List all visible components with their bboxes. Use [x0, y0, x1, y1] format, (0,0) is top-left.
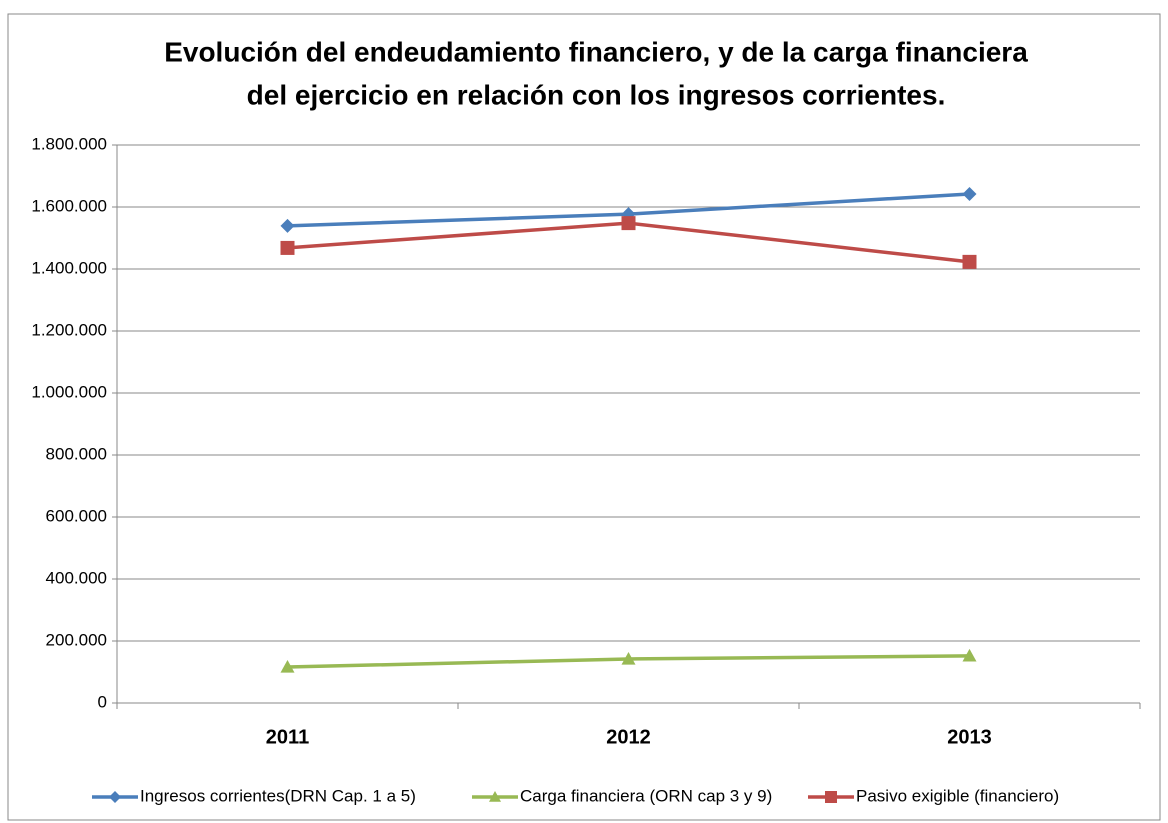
point-marker	[280, 218, 295, 233]
point-marker	[621, 651, 636, 665]
y-tick-label: 800.000	[46, 444, 107, 463]
chart-title: del ejercicio en relación con los ingres…	[247, 79, 946, 110]
y-tick-label: 200.000	[46, 630, 107, 649]
point-marker	[962, 186, 977, 201]
chart-border	[7, 13, 1161, 821]
point-marker	[621, 216, 636, 231]
x-tick-label: 2012	[606, 726, 651, 748]
y-tick-label: 1.600.000	[31, 196, 107, 215]
chart-title: Evolución del endeudamiento financiero, …	[164, 36, 1028, 67]
legend-label: Ingresos corrientes(DRN Cap. 1 a 5)	[140, 786, 416, 805]
point-marker	[962, 648, 977, 662]
y-tick-label: 0	[98, 692, 107, 711]
x-tick-label: 2013	[947, 726, 992, 748]
y-tick-label: 1.400.000	[31, 258, 107, 277]
point-marker	[280, 240, 295, 255]
point-marker	[962, 254, 977, 269]
y-tick-label: 400.000	[46, 568, 107, 587]
legend-label: Carga financiera (ORN cap 3 y 9)	[520, 786, 772, 805]
legend-marker	[109, 791, 121, 803]
legend-label: Pasivo exigible (financiero)	[856, 786, 1059, 805]
y-tick-label: 1.200.000	[31, 320, 107, 339]
x-tick-label: 2011	[266, 726, 309, 748]
y-tick-label: 1.000.000	[31, 382, 107, 401]
legend-marker	[489, 791, 501, 802]
point-marker	[280, 660, 295, 673]
legend-marker	[825, 791, 837, 803]
y-tick-label: 600.000	[46, 506, 107, 525]
y-tick-label: 1.800.000	[31, 134, 107, 153]
